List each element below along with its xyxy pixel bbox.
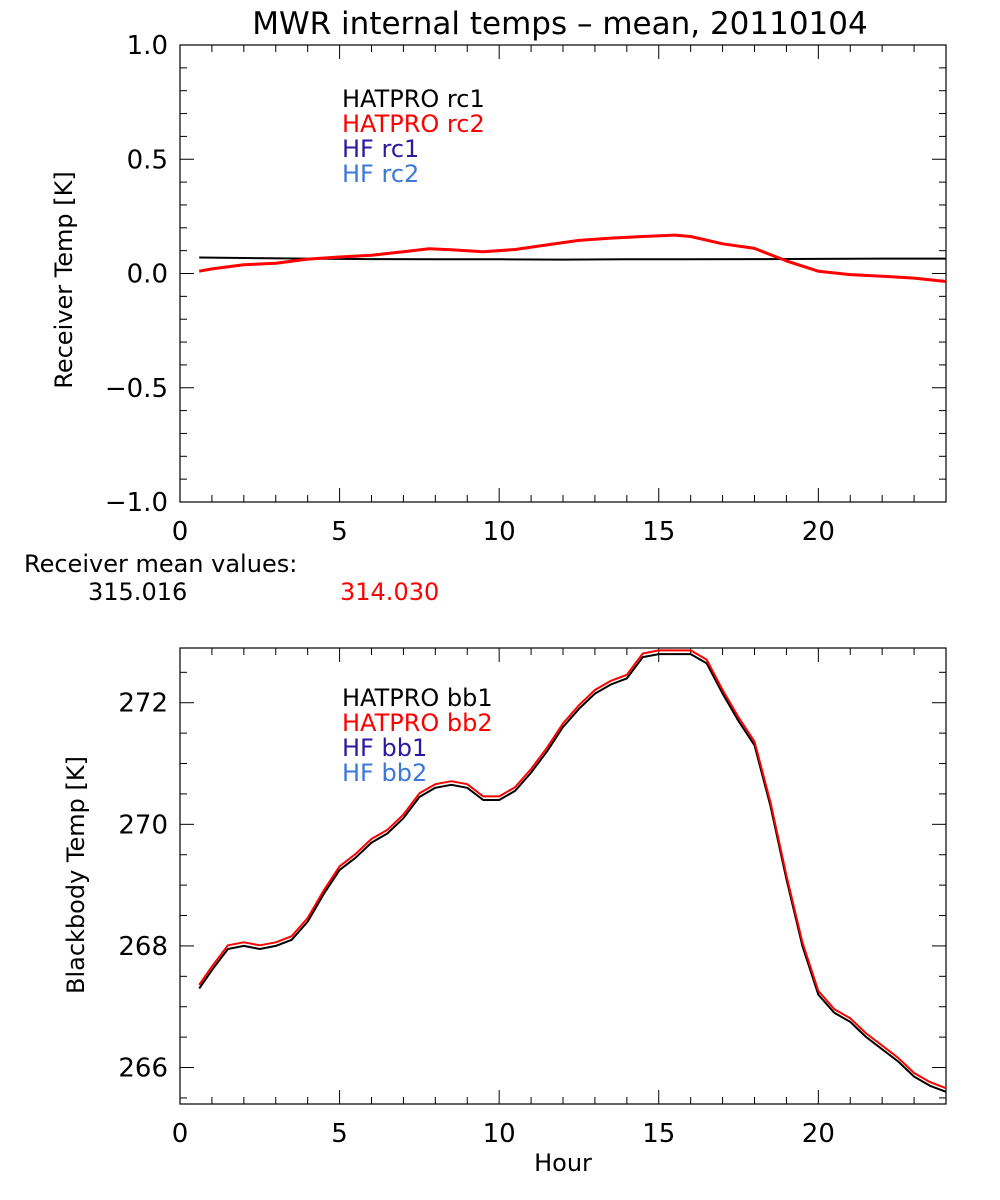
- legend-hatpro-rc1: HATPRO rc1: [342, 85, 485, 113]
- axes-1: 0 5 10 15 20 266 268 270 272: [118, 647, 947, 1149]
- receiver-y-axis-label: Receiver Temp [K]: [50, 171, 78, 389]
- legend-hf-rc2: HF rc2: [342, 160, 419, 188]
- y-tick-label: −0.5: [105, 374, 168, 404]
- x-tick-label: 0: [172, 1119, 189, 1149]
- x-axis-label: Hour: [534, 1149, 592, 1177]
- legend-hatpro-bb1: HATPRO bb1: [342, 684, 493, 712]
- y-tick-label: −1.0: [105, 488, 168, 518]
- series-line-hatpro-bb1: [198, 653, 947, 1093]
- series-line-hatpro-rc2: [198, 233, 947, 283]
- blackbody-y-axis-label: Blackbody Temp [K]: [62, 756, 90, 994]
- series-line-hatpro-bb2: [198, 649, 947, 1090]
- y-tick-label: 0.0: [127, 260, 168, 290]
- axes-0: 0 5 10 15 20 −1.0 −0.5 0.0 0.5 1.0: [105, 31, 947, 547]
- receiver-mean-values: Receiver mean values: 315.016 314.030: [24, 550, 439, 606]
- y-tick-label: 0.5: [127, 145, 168, 175]
- receiver-mean-label: Receiver mean values:: [24, 550, 297, 578]
- y-tick-label: 266: [118, 1054, 168, 1084]
- legend-hf-bb1: HF bb1: [342, 734, 427, 762]
- plot-frame: [179, 647, 947, 1105]
- receiver-mean-value-2: 314.030: [340, 578, 439, 606]
- x-tick-label: 10: [483, 517, 516, 547]
- y-tick-label: 272: [118, 689, 168, 719]
- x-tick-label: 20: [802, 517, 835, 547]
- y-tick-label: 270: [118, 810, 168, 840]
- figure-title: MWR internal temps – mean, 20110104: [252, 6, 867, 42]
- y-tick-label: 268: [118, 932, 168, 962]
- legend-hatpro-bb2: HATPRO bb2: [342, 709, 493, 737]
- legend-hf-rc1: HF rc1: [342, 135, 419, 163]
- legend-hatpro-rc2: HATPRO rc2: [342, 110, 485, 138]
- x-tick-label: 15: [642, 517, 675, 547]
- blackbody-legend: HATPRO bb1 HATPRO bb2 HF bb1 HF bb2: [342, 684, 493, 787]
- legend-hf-bb2: HF bb2: [342, 759, 427, 787]
- x-tick-label: 20: [802, 1119, 835, 1149]
- receiver-temp-panel: HATPRO rc1 HATPRO rc2 HF rc1 HF rc2 Rece…: [50, 31, 947, 547]
- y-tick-label: 1.0: [127, 31, 168, 61]
- x-tick-label: 15: [642, 1119, 675, 1149]
- x-tick-label: 0: [172, 517, 189, 547]
- x-tick-label: 5: [331, 517, 348, 547]
- receiver-mean-value-1: 315.016: [88, 578, 187, 606]
- blackbody-temp-panel: HATPRO bb1 HATPRO bb2 HF bb1 HF bb2 Blac…: [62, 647, 947, 1177]
- x-tick-label: 5: [331, 1119, 348, 1149]
- receiver-legend: HATPRO rc1 HATPRO rc2 HF rc1 HF rc2: [342, 85, 485, 188]
- x-tick-label: 10: [483, 1119, 516, 1149]
